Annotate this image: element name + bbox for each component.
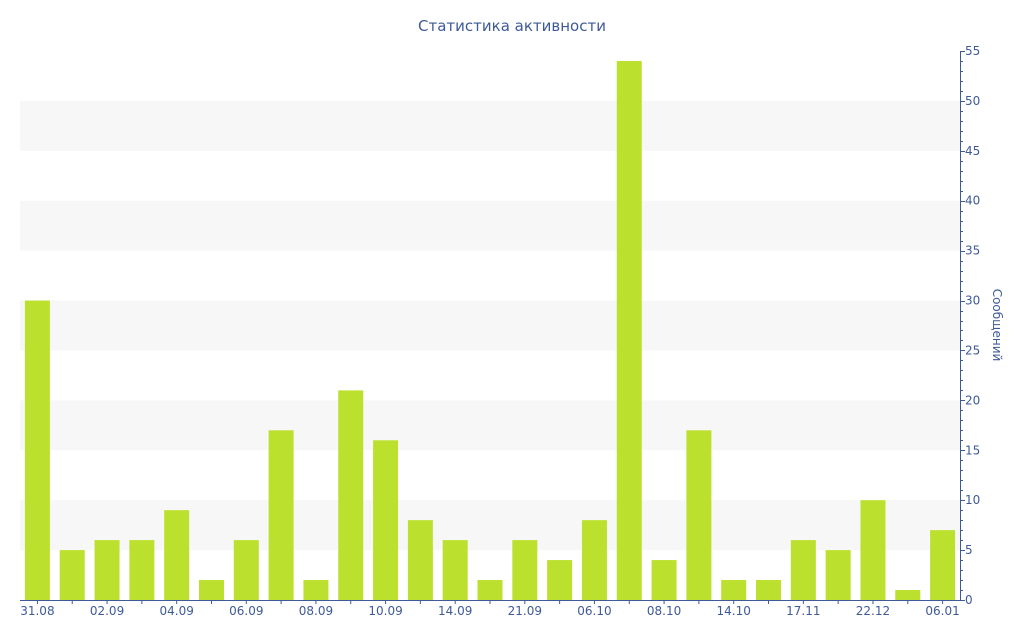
grid-band bbox=[20, 500, 960, 551]
x-tick-label: 17.11 bbox=[786, 604, 820, 618]
x-tick-label: 14.10 bbox=[717, 604, 751, 618]
x-tick-label: 10.09 bbox=[368, 604, 402, 618]
x-tick-label: 22.12 bbox=[856, 604, 890, 618]
bar bbox=[198, 580, 224, 600]
bar bbox=[24, 300, 50, 600]
grid-band bbox=[20, 400, 960, 451]
x-tick-label: 14.09 bbox=[438, 604, 472, 618]
grid-bands bbox=[20, 100, 960, 551]
bar bbox=[164, 510, 190, 600]
bar bbox=[790, 540, 816, 600]
bar bbox=[129, 540, 155, 600]
grid-band bbox=[20, 100, 960, 151]
y-tick-label: 25 bbox=[965, 343, 980, 357]
y-tick-label: 40 bbox=[965, 194, 980, 208]
bar bbox=[930, 530, 956, 600]
bar bbox=[825, 550, 851, 600]
bar bbox=[303, 580, 329, 600]
y-tick-label: 5 bbox=[965, 543, 973, 557]
grid-band bbox=[20, 200, 960, 251]
y-tick-label: 20 bbox=[965, 393, 980, 407]
bar bbox=[616, 60, 642, 601]
bar bbox=[442, 540, 468, 600]
y-tick-label: 30 bbox=[965, 294, 980, 308]
bar bbox=[860, 500, 886, 600]
bar bbox=[94, 540, 120, 600]
y-tick-label: 15 bbox=[965, 443, 980, 457]
x-tick-label: 04.09 bbox=[159, 604, 193, 618]
y-tick-label: 50 bbox=[965, 94, 980, 108]
x-tick-label: 08.10 bbox=[647, 604, 681, 618]
bar bbox=[373, 440, 399, 600]
x-tick-label: 06.10 bbox=[577, 604, 611, 618]
x-tick-label: 06.09 bbox=[229, 604, 263, 618]
bar bbox=[407, 520, 433, 600]
x-tick-label: 08.09 bbox=[299, 604, 333, 618]
y-tick-label: 45 bbox=[965, 144, 980, 158]
bar bbox=[547, 560, 573, 600]
grid-band bbox=[20, 300, 960, 351]
x-tick-label: 06.01 bbox=[925, 604, 959, 618]
bar bbox=[651, 560, 677, 600]
x-tick-label: 31.08 bbox=[20, 604, 54, 618]
y-tick-label: 55 bbox=[965, 44, 980, 58]
bar bbox=[686, 430, 712, 600]
chart-title: Статистика активности bbox=[418, 17, 606, 35]
bar bbox=[59, 550, 85, 600]
x-axis-ticks: 31.08 02.09 04.09 06.09 08.09 10.09 14.09 21.09… bbox=[20, 600, 960, 618]
y-tick-label: 35 bbox=[965, 244, 980, 258]
bar-series bbox=[24, 60, 956, 601]
bar bbox=[512, 540, 538, 600]
bar bbox=[895, 590, 921, 600]
x-tick-label: 02.09 bbox=[90, 604, 124, 618]
bar bbox=[338, 390, 364, 600]
y-tick-label: 10 bbox=[965, 493, 980, 507]
y-tick-label: 0 bbox=[965, 593, 973, 607]
bar bbox=[477, 580, 503, 600]
bar bbox=[268, 430, 294, 600]
x-tick-label: 21.09 bbox=[508, 604, 542, 618]
bar bbox=[756, 580, 782, 600]
y-axis-label: Сообщений bbox=[990, 289, 1004, 362]
y-axis-ticks: 0 5 10 15 20 25 30 35 40 45 50 55 bbox=[960, 44, 980, 607]
bar bbox=[721, 580, 747, 600]
bar bbox=[581, 520, 607, 600]
bar bbox=[233, 540, 259, 600]
